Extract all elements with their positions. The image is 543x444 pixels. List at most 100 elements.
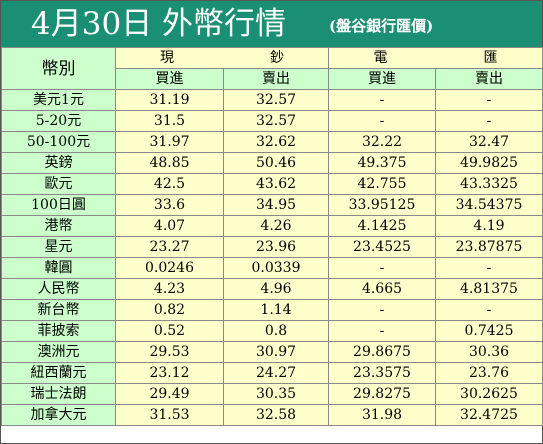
cash-buy-cell: 0.82 xyxy=(115,299,224,321)
cash-sell-cell: 24.27 xyxy=(223,362,329,384)
tt-buy-cell: 29.8675 xyxy=(328,341,436,363)
tt-buy-cell: - xyxy=(328,257,436,279)
cash-buy-cell: 4.23 xyxy=(115,278,224,300)
currency-cell: 英鎊 xyxy=(1,152,116,174)
tt-sell-header: 賣出 xyxy=(435,68,543,90)
tt-buy-cell: 32.22 xyxy=(328,131,436,153)
cash-buy-cell: 42.5 xyxy=(115,173,224,195)
tt-buy-cell: 31.98 xyxy=(328,404,436,426)
tt-buy-cell: 49.375 xyxy=(328,152,436,174)
table-row: 50-100元 31.97 32.62 32.22 32.47 xyxy=(1,131,543,153)
tt-sell-cell: 30.2625 xyxy=(435,383,543,405)
tt-buy-cell: 29.8275 xyxy=(328,383,436,405)
tt-sell-cell: - xyxy=(435,299,543,321)
tt-sell-cell: 30.36 xyxy=(435,341,543,363)
tt-buy-cell: 33.95125 xyxy=(328,194,436,216)
cash-sell-cell: 43.62 xyxy=(223,173,329,195)
tt-buy-cell: - xyxy=(328,89,436,111)
cash-group-header: 現鈔 xyxy=(115,47,329,69)
table-row: 瑞士法朗 29.49 30.35 29.8275 30.2625 xyxy=(1,383,543,405)
cash-buy-cell: 29.49 xyxy=(115,383,224,405)
tt-buy-cell: 42.755 xyxy=(328,173,436,195)
currency-cell: 50-100元 xyxy=(1,131,116,153)
tt-buy-cell: 23.4525 xyxy=(328,236,436,258)
currency-cell: 紐西蘭元 xyxy=(1,362,116,384)
tt-header-char-2: 匯 xyxy=(483,50,498,66)
tt-sell-cell: 43.3325 xyxy=(435,173,543,195)
cash-sell-cell: 0.8 xyxy=(223,320,329,342)
exchange-rate-table: 幣別 現鈔 電匯 買進 賣出 買進 賣出 美元1元 31.19 32.57- -5-2… xyxy=(1,47,543,426)
tt-sell-cell: 32.47 xyxy=(435,131,543,153)
tt-sell-cell: 34.54375 xyxy=(435,194,543,216)
tt-buy-cell: - xyxy=(328,320,436,342)
tt-sell-cell: - xyxy=(435,110,543,132)
cash-sell-cell: 32.62 xyxy=(223,131,329,153)
tt-buy-cell: 23.3575 xyxy=(328,362,436,384)
cash-buy-header: 買進 xyxy=(115,68,224,90)
table-row: 加拿大元 31.53 32.58 31.98 32.4725 xyxy=(1,404,543,426)
currency-cell: 瑞士法朗 xyxy=(1,383,116,405)
cash-sell-cell: 1.14 xyxy=(223,299,329,321)
table-row: 100日圓 33.6 34.95 33.95125 34.54375 xyxy=(1,194,543,216)
table-row: 韓圓 0.0246 0.0339- - xyxy=(1,257,543,279)
cash-buy-cell: 31.19 xyxy=(115,89,224,111)
cash-sell-cell: 0.0339 xyxy=(223,257,329,279)
cash-buy-cell: 0.52 xyxy=(115,320,224,342)
tt-buy-cell: 4.1425 xyxy=(328,215,436,237)
currency-cell: 美元1元 xyxy=(1,89,116,111)
tt-sell-cell: 49.9825 xyxy=(435,152,543,174)
cash-buy-cell: 31.53 xyxy=(115,404,224,426)
currency-cell: 星元 xyxy=(1,236,116,258)
page-title: 4月30日 外幣行情 xyxy=(31,6,287,42)
header-row-subcolumns: 買進 賣出 買進 賣出 xyxy=(2,68,543,90)
source-note: (盤谷銀行匯價) xyxy=(329,17,434,35)
tt-buy-cell: - xyxy=(328,299,436,321)
cash-header-char-2: 鈔 xyxy=(270,50,284,66)
currency-cell: 韓圓 xyxy=(1,257,116,279)
currency-cell: 菲披索 xyxy=(1,320,116,342)
cash-sell-cell: 23.96 xyxy=(223,236,329,258)
tt-sell-cell: - xyxy=(435,89,543,111)
table-row: 新台幣 0.82 1.14- - xyxy=(1,299,543,321)
tt-sell-cell: 4.19 xyxy=(435,215,543,237)
cash-buy-cell: 48.85 xyxy=(115,152,224,174)
tt-sell-cell: 23.76 xyxy=(435,362,543,384)
currency-cell: 歐元 xyxy=(1,173,116,195)
currency-cell: 人民幣 xyxy=(1,278,116,300)
cash-sell-cell: 32.57 xyxy=(223,110,329,132)
currency-column-header: 幣別 xyxy=(1,47,116,90)
cash-buy-cell: 23.12 xyxy=(115,362,224,384)
table-row: 紐西蘭元 23.12 24.27 23.3575 23.76 xyxy=(1,362,543,384)
telegraphic-group-header: 電匯 xyxy=(328,47,543,69)
table-row: 港幣 4.07 4.26 4.1425 4.19 xyxy=(1,215,543,237)
table-row: 5-20元 31.5 32.57- - xyxy=(1,110,543,132)
table-row: 英鎊 48.85 50.46 49.375 49.9825 xyxy=(1,152,543,174)
currency-cell: 澳洲元 xyxy=(1,341,116,363)
cash-buy-cell: 4.07 xyxy=(115,215,224,237)
tt-sell-cell: - xyxy=(435,257,543,279)
cash-buy-cell: 31.97 xyxy=(115,131,224,153)
cash-sell-cell: 30.35 xyxy=(223,383,329,405)
table-row: 歐元 42.5 43.62 42.755 43.3325 xyxy=(1,173,543,195)
cash-sell-cell: 34.95 xyxy=(223,194,329,216)
tt-buy-cell: - xyxy=(328,110,436,132)
table-row: 澳洲元 29.53 30.97 29.8675 30.36 xyxy=(1,341,543,363)
cash-buy-cell: 23.27 xyxy=(115,236,224,258)
cash-sell-cell: 30.97 xyxy=(223,341,329,363)
tt-buy-header: 買進 xyxy=(328,68,436,90)
cash-sell-cell: 32.57 xyxy=(223,89,329,111)
currency-cell: 5-20元 xyxy=(1,110,116,132)
currency-cell: 加拿大元 xyxy=(1,404,116,426)
table-row: 美元1元 31.19 32.57- - xyxy=(1,89,543,111)
tt-sell-cell: 0.7425 xyxy=(435,320,543,342)
cash-sell-cell: 50.46 xyxy=(223,152,329,174)
cash-sell-cell: 4.96 xyxy=(223,278,329,300)
currency-cell: 港幣 xyxy=(1,215,116,237)
tt-sell-cell: 4.81375 xyxy=(435,278,543,300)
currency-cell: 100日圓 xyxy=(1,194,116,216)
table-row: 菲披索 0.52 0.8-0.7425 xyxy=(1,320,543,342)
tt-sell-cell: 32.4725 xyxy=(435,404,543,426)
title-banner: 4月30日 外幣行情 (盤谷銀行匯價) xyxy=(1,1,542,47)
tt-buy-cell: 4.665 xyxy=(328,278,436,300)
